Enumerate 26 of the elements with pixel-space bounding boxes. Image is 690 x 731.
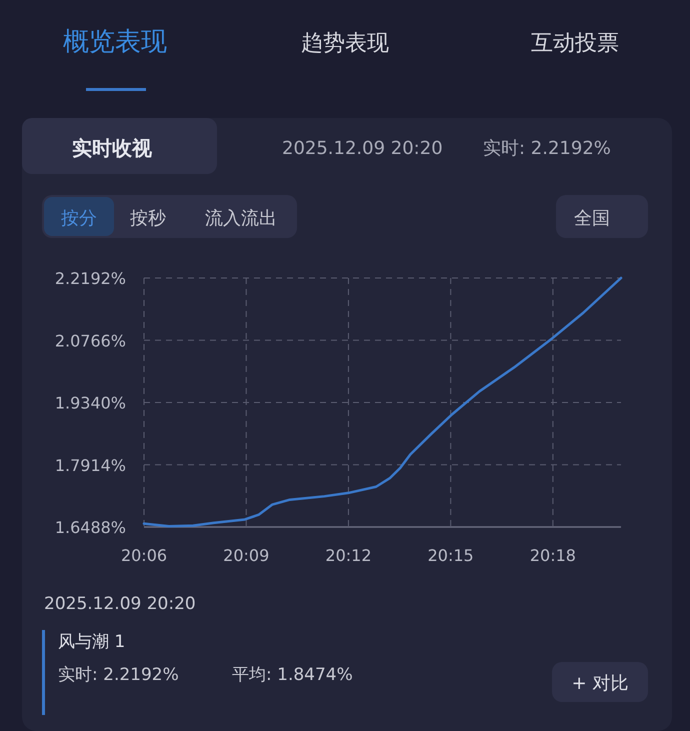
text: 流入流出 [205,208,277,229]
y-tick-label: 2.0766% [54,331,126,350]
text: 按分 [61,208,97,229]
y-tick-label: 1.7914% [54,456,126,475]
text: 平均: 1.8474% [232,665,353,685]
chart-title: 实时收视 [72,136,152,160]
y-tick-label: 2.2192% [54,269,126,288]
text: 全国 [574,208,610,229]
text: 实时: 2.2192% [58,665,179,685]
text: + 对比 [572,673,628,694]
text: 实时: 2.2192% [483,138,611,159]
x-tick-label: 20:18 [530,546,576,565]
text: 趋势表现 [301,31,389,56]
x-tick-label: 20:09 [223,546,270,565]
x-tick-label: 20:15 [428,546,474,565]
x-tick-label: 20:06 [120,546,168,565]
x-tick-label: 20:12 [325,546,372,565]
text: 2025.12.09 20:20 [282,138,443,159]
text: 风与潮 1 [58,632,126,652]
text: 概览表现 [63,27,167,57]
text: 互动投票 [531,31,619,56]
line-series [142,276,622,528]
y-tick-label: 1.9340% [54,394,126,412]
y-tick-label: 1.6488% [54,518,126,537]
text: 2025.12.09 20:20 [44,594,196,614]
text: 按秒 [130,208,166,229]
